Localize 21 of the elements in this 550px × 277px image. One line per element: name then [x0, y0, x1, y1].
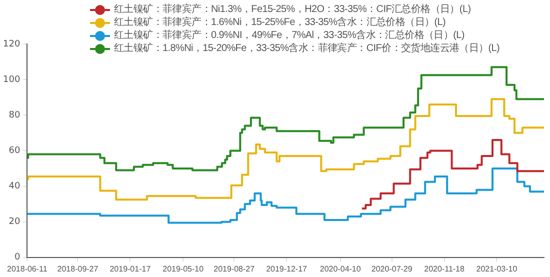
- x-tick-label: 2020-04-10: [320, 264, 362, 274]
- x-tick-label: 2019-08-27: [214, 264, 256, 274]
- y-tick-label: 40: [8, 182, 20, 192]
- x-tick-label: 2018-09-27: [57, 264, 99, 274]
- x-tick-label: 2018-06-11: [7, 264, 48, 274]
- legend-label: 红土镍矿：1.8%Ni，15-20%Fe，33-35%含水：菲律宾产：CIF价：交货地连云港（日）(L): [114, 42, 500, 55]
- x-tick-label: 2019-12-17: [266, 264, 308, 274]
- x-tick-label: 2020-11-18: [424, 264, 465, 274]
- y-tick-label: 60: [8, 146, 20, 156]
- x-tick-label: 2019-05-10: [162, 264, 204, 274]
- y-tick-label: 120: [2, 39, 20, 50]
- y-tick-label: 20: [8, 217, 20, 228]
- y-tick-label: 100: [2, 74, 20, 85]
- x-tick-label: 2021-03-10: [476, 264, 518, 274]
- x-tick-label: 2020-07-29: [371, 264, 413, 274]
- y-tick-label: 80: [8, 110, 20, 120]
- y-tick-label: 0: [14, 252, 20, 263]
- legend-label: 红土镍矿：菲律宾产：Ni1.3%，Fe15-25%，H2O：33-35%：CIF汇总价格（日）(L): [114, 3, 471, 16]
- legend-label: 红土镍矿：菲律宾产：1.6%Ni，15-25%Fe，33-35%含水：汇总价格（日）(L): [114, 16, 446, 29]
- x-tick-label: 2019-01-17: [110, 264, 152, 274]
- legend-label: 红土镍矿：菲律宾产：0.9%NI，49%Fe，7%Al，33-35%含水：汇总价格（日）(L): [114, 29, 464, 42]
